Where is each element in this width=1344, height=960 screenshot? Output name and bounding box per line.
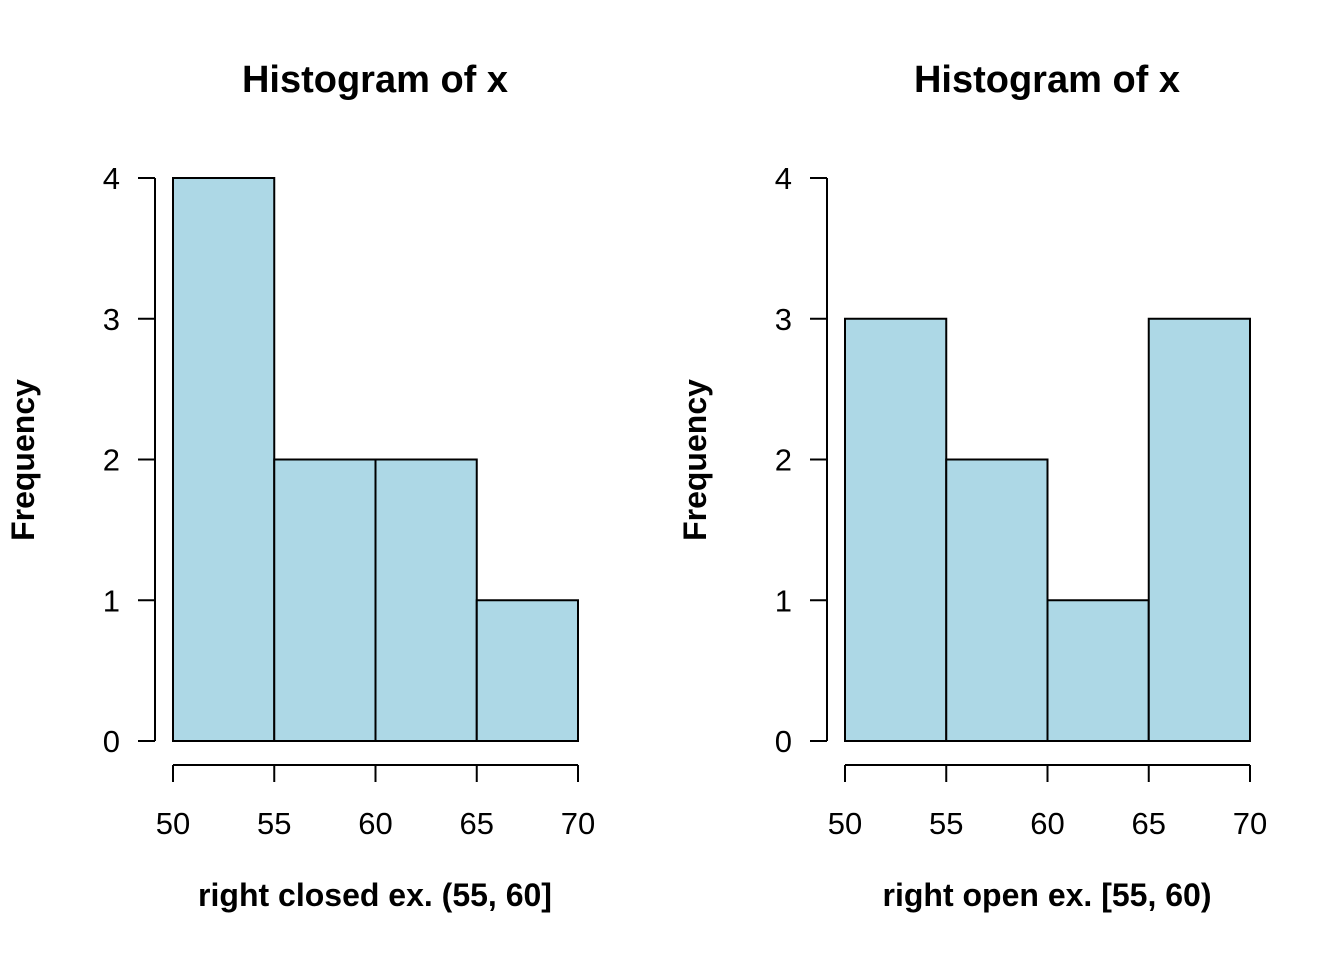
x-tick-label: 50 xyxy=(828,806,862,841)
histogram-bar xyxy=(172,177,276,742)
x-tick-label: 70 xyxy=(561,806,595,841)
x-tick-label: 65 xyxy=(460,806,494,841)
histogram-bar xyxy=(475,599,579,742)
histogram-bar xyxy=(374,458,478,742)
chart-title: Histogram of x xyxy=(914,59,1180,101)
x-axis-label: right open ex. [55, 60) xyxy=(883,877,1212,913)
y-tick-label: 4 xyxy=(103,161,120,196)
y-tick-label: 3 xyxy=(103,302,120,337)
x-tick-label: 50 xyxy=(156,806,190,841)
histogram-bar xyxy=(844,317,948,742)
y-axis-label: Frequency xyxy=(5,379,41,541)
y-tick-label: 2 xyxy=(775,443,792,478)
chart-title: Histogram of x xyxy=(242,59,508,101)
y-tick-label: 2 xyxy=(103,443,120,478)
x-tick-label: 55 xyxy=(257,806,291,841)
histogram-panel-right-closed: Histogram of x 0 1 2 3 4 Frequency 50 55 60 65 70 ri… xyxy=(5,59,595,913)
x-tick-label: 55 xyxy=(929,806,963,841)
y-tick-label: 0 xyxy=(775,724,792,759)
histogram-chart-right-closed: Histogram of x 0 1 2 3 4 Frequency 50 55 60 65 70 ri… xyxy=(5,59,595,913)
x-tick-label: 60 xyxy=(1030,806,1064,841)
histogram-bar xyxy=(1046,599,1150,742)
x-axis-label: right closed ex. (55, 60] xyxy=(198,877,552,913)
histogram-panel-right-open: Histogram of x 0 1 2 3 4 Frequency 50 55 60 65 70 ri… xyxy=(672,0,1344,960)
x-tick-label: 60 xyxy=(358,806,392,841)
y-tick-label: 1 xyxy=(103,583,120,618)
y-axis-label: Frequency xyxy=(677,379,713,541)
histogram-bar xyxy=(945,458,1049,742)
histogram-chart-right-open: Histogram of x 0 1 2 3 4 Frequency 50 55 60 65 70 ri… xyxy=(677,59,1267,913)
x-tick-label: 70 xyxy=(1233,806,1267,841)
x-tick-label: 65 xyxy=(1132,806,1166,841)
histogram-bar xyxy=(273,458,377,742)
y-tick-label: 0 xyxy=(103,724,120,759)
histogram-bar xyxy=(1147,317,1251,742)
y-tick-label: 4 xyxy=(775,161,792,196)
y-tick-label: 3 xyxy=(775,302,792,337)
y-tick-label: 1 xyxy=(775,583,792,618)
